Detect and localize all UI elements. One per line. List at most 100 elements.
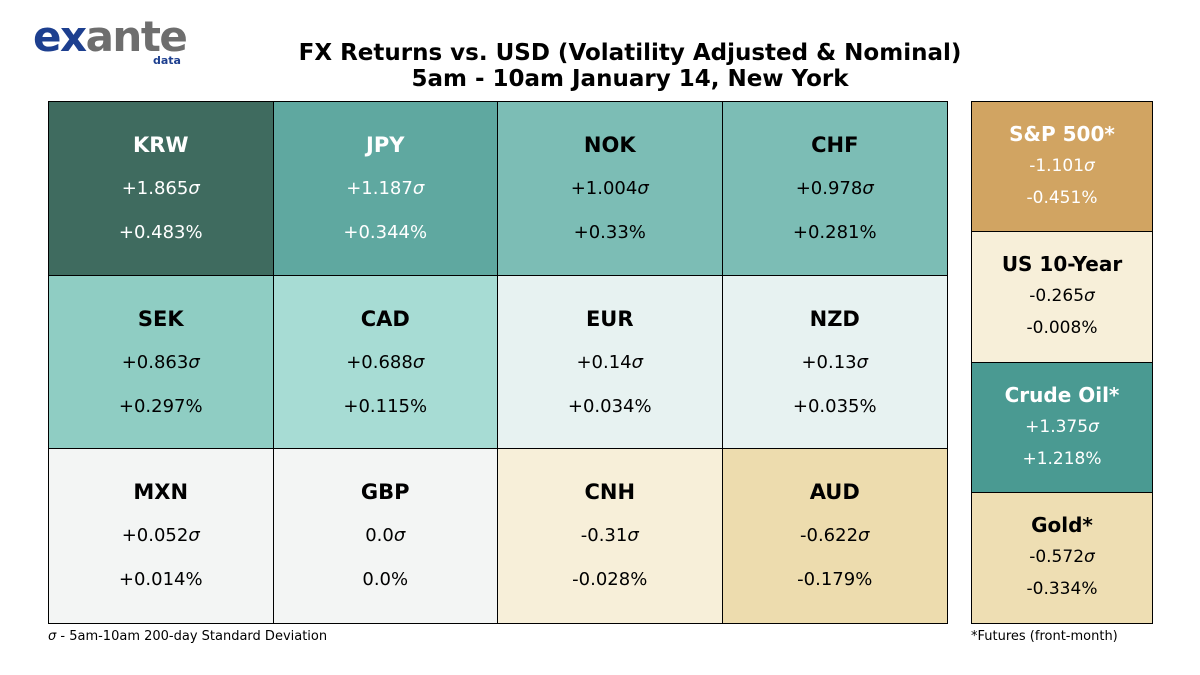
cell-label: CNH: [584, 480, 636, 505]
fx-cell-nok: NOK +1.004σ +0.33%: [498, 102, 723, 276]
fx-cell-mxn: MXN +0.052σ +0.014%: [49, 449, 274, 623]
cell-label: AUD: [809, 480, 860, 505]
cell-label: NOK: [583, 133, 636, 157]
sigma-symbol: σ: [631, 351, 644, 373]
sigma-symbol: σ: [637, 178, 649, 199]
sigma-number: -0.31: [580, 525, 628, 547]
cell-percent-value: +0.014%: [118, 569, 203, 591]
sigma-symbol: σ: [862, 178, 874, 199]
fx-cell-jpy: JPY +1.187σ +0.344%: [273, 102, 498, 276]
sigma-number: -0.572: [1029, 546, 1085, 567]
other-assets-column: S&P 500* -1.101σ -0.451% US 10-Year -0.265σ -…: [971, 101, 1153, 624]
cell-percent-value: +0.344%: [343, 222, 428, 243]
cell-percent-value: +0.483%: [118, 222, 203, 243]
cell-percent-value: +0.115%: [343, 395, 428, 417]
cell-sigma-value: +0.13σ: [723, 352, 948, 373]
logo-part-ex: ex: [33, 12, 87, 61]
cell-label: MXN: [133, 480, 189, 505]
fx-cell-chf: CHF +0.978σ +0.281%: [722, 102, 948, 276]
sigma-number: -1.101: [1029, 156, 1085, 176]
cell-label: Crude Oil*: [1004, 382, 1120, 407]
fx-cell-cnh: CNH -0.31σ -0.028%: [498, 449, 723, 623]
chart-subtitle: 5am - 10am January 14, New York: [411, 66, 849, 92]
cell-sigma-value: +0.863σ: [49, 352, 273, 373]
fx-cell-aud: AUD -0.622σ -0.179%: [722, 449, 947, 623]
sigma-number: +0.052: [121, 525, 189, 547]
cell-percent-value: +0.035%: [792, 395, 877, 417]
exante-logo: exante data: [33, 12, 188, 68]
footnote-sigma: σ - 5am-10am 200-day Standard Deviation: [48, 629, 327, 644]
sigma-symbol: σ: [188, 178, 200, 199]
cell-sigma-value: +0.052σ: [49, 525, 273, 546]
sigma-number: -0.265: [1029, 286, 1085, 307]
cell-sigma-value: +1.865σ: [49, 178, 273, 199]
cell-percent-value: -0.334%: [1026, 578, 1098, 599]
chart-title: FX Returns vs. USD (Volatility Adjusted …: [298, 40, 962, 66]
sigma-number: +0.13: [801, 351, 857, 373]
cell-sigma-value: -0.265σ: [972, 286, 1152, 306]
cell-percent-value: +0.281%: [792, 222, 877, 243]
sigma-symbol: σ: [188, 525, 200, 547]
fx-cell-krw: KRW +1.865σ +0.483%: [49, 102, 274, 276]
cell-percent-value: -0.028%: [572, 569, 648, 591]
cell-sigma-value: +0.688σ: [274, 352, 498, 373]
other-cell-s-p-500: S&P 500* -1.101σ -0.451%: [972, 102, 1152, 233]
sigma-number: 0.0: [365, 525, 394, 547]
sigma-number: +0.863: [121, 351, 189, 373]
footnote-futures: *Futures (front-month): [971, 629, 1118, 644]
cell-sigma-value: -0.31σ: [498, 525, 722, 546]
cell-sigma-value: 0.0σ: [274, 525, 498, 546]
sigma-number: +1.375: [1025, 416, 1089, 437]
logo-subtext: data: [153, 54, 181, 67]
sigma-number: +1.865: [121, 178, 189, 199]
other-cell-gold: Gold* -0.572σ -0.334%: [972, 492, 1152, 623]
cell-sigma-value: -0.572σ: [972, 547, 1152, 567]
sigma-symbol: σ: [627, 525, 639, 547]
sigma-symbol: σ: [1088, 416, 1099, 437]
cell-label: EUR: [585, 306, 634, 331]
cell-percent-value: -0.179%: [797, 569, 873, 591]
cell-sigma-value: -1.101σ: [972, 156, 1152, 176]
cell-percent-value: +0.034%: [567, 395, 652, 417]
cell-percent-value: +0.33%: [573, 222, 646, 243]
cell-label: Gold*: [1031, 512, 1093, 537]
cell-label: KRW: [132, 133, 189, 157]
fx-cell-gbp: GBP 0.0σ 0.0%: [273, 449, 498, 623]
sigma-symbol: σ: [858, 525, 870, 547]
fx-cell-sek: SEK +0.863σ +0.297%: [49, 275, 274, 450]
cell-label: JPY: [366, 133, 405, 157]
sigma-number: +1.187: [346, 178, 413, 199]
sigma-symbol: σ: [412, 178, 425, 199]
cell-label: GBP: [360, 480, 410, 505]
cell-percent-value: -0.008%: [1026, 318, 1098, 339]
cell-percent-value: -0.451%: [1026, 188, 1098, 208]
sigma-symbol: σ: [856, 351, 869, 373]
footnote-sigma-symbol: σ: [48, 629, 57, 644]
cell-percent-value: 0.0%: [362, 569, 409, 591]
fx-heatmap-grid: KRW +1.865σ +0.483% JPY +1.187σ +0.344% NOK +1.…: [48, 101, 948, 624]
other-cell-us-10-year: US 10-Year -0.265σ -0.008%: [972, 232, 1152, 363]
cell-sigma-value: +1.375σ: [972, 417, 1152, 437]
sigma-symbol: σ: [1084, 546, 1095, 567]
cell-sigma-value: +0.978σ: [723, 178, 948, 199]
cell-percent-value: +1.218%: [1022, 448, 1102, 469]
logo-part-ante: ante: [85, 12, 188, 61]
cell-label: NZD: [809, 306, 860, 331]
sigma-number: +0.688: [346, 351, 413, 373]
cell-label: CHF: [811, 133, 859, 157]
sigma-number: -0.622: [800, 525, 859, 547]
sigma-symbol: σ: [393, 525, 406, 547]
fx-cell-cad: CAD +0.688σ +0.115%: [273, 275, 498, 450]
other-cell-crude-oil: Crude Oil* +1.375σ +1.218%: [972, 362, 1152, 493]
sigma-symbol: σ: [1084, 286, 1095, 307]
cell-label: S&P 500*: [1009, 122, 1115, 146]
cell-sigma-value: +1.004σ: [498, 178, 722, 199]
sigma-number: +1.004: [570, 178, 638, 199]
cell-sigma-value: +1.187σ: [274, 178, 498, 199]
sigma-number: +0.14: [576, 351, 632, 373]
fx-cell-nzd: NZD +0.13σ +0.035%: [722, 275, 948, 450]
sigma-symbol: σ: [412, 351, 425, 373]
sigma-symbol: σ: [188, 351, 200, 373]
cell-label: SEK: [137, 306, 184, 331]
fx-cell-eur: EUR +0.14σ +0.034%: [498, 275, 723, 450]
